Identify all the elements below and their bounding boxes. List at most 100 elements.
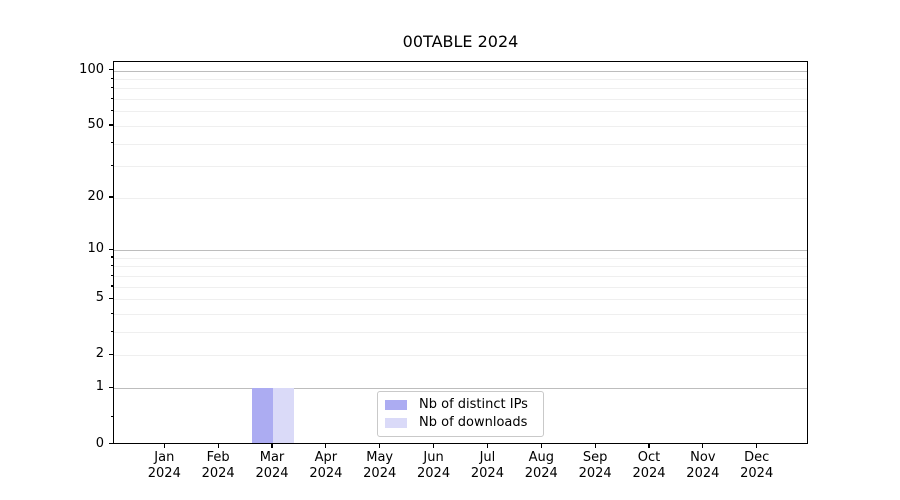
bar-mar-distinct-ips (251, 388, 273, 444)
y-minor-tick-mark (110, 330, 113, 332)
y-minor-tick-mark (110, 77, 113, 79)
y-tick-label: 10 (87, 241, 104, 257)
y-minor-tick-mark (110, 97, 113, 99)
y-minor-tick-mark (110, 274, 113, 276)
y-minor-tick-mark (110, 256, 113, 258)
x-tick-year: 2024 (632, 466, 666, 481)
x-tick-year: 2024 (524, 466, 558, 481)
legend-label: Nb of downloads (419, 415, 528, 430)
y-gridline-minor (114, 143, 807, 145)
x-tick-label-oct: Oct 2024 (618, 450, 680, 482)
x-tick-year: 2024 (578, 466, 612, 481)
x-tick-month: Jun (423, 450, 444, 465)
y-tick-label: 1 (95, 379, 104, 395)
x-tick-label-sep: Sep 2024 (564, 450, 626, 482)
x-tick-label-aug: Aug 2024 (510, 450, 572, 482)
chart-title: 00TABLE 2024 (402, 32, 519, 51)
y-gridline-minor (114, 266, 807, 268)
x-tick-label-jan: Jan 2024 (133, 450, 195, 482)
y-minor-tick-mark (110, 124, 113, 126)
x-tick-year: 2024 (740, 466, 774, 481)
y-tick-label: 0 (95, 435, 104, 451)
legend: Nb of distinct IPs Nb of downloads (377, 391, 544, 437)
y-minor-tick-mark (110, 196, 113, 198)
y-gridline-minor (114, 355, 807, 357)
x-tick-month: Aug (528, 450, 554, 465)
y-gridline-minor (114, 99, 807, 101)
bar-mar-downloads (273, 388, 295, 444)
x-tick-year: 2024 (363, 466, 397, 481)
legend-label: Nb of distinct IPs (419, 397, 528, 412)
y-gridline-minor (114, 299, 807, 301)
x-tick-month: May (366, 450, 394, 465)
y-minor-tick-mark (110, 164, 113, 166)
distinct-ips-swatch-icon (385, 400, 407, 410)
y-gridline-minor (114, 286, 807, 288)
y-gridline-minor (114, 79, 807, 81)
x-tick-mark (540, 443, 542, 448)
y-minor-tick-mark (110, 142, 113, 144)
legend-item-downloads: Nb of downloads (385, 415, 536, 431)
x-tick-label-mar: Mar 2024 (241, 450, 303, 482)
x-tick-year: 2024 (417, 466, 451, 481)
x-tick-mark (163, 443, 165, 448)
y-minor-tick-mark (110, 415, 113, 417)
x-tick-label-may: May 2024 (349, 450, 411, 482)
y-gridline-minor (114, 88, 807, 90)
x-tick-mark (486, 443, 488, 448)
downloads-swatch-icon (385, 418, 407, 428)
y-gridline-minor (114, 314, 807, 316)
x-tick-label-jun: Jun 2024 (403, 450, 465, 482)
x-tick-month: Oct (637, 450, 661, 465)
y-tick-label: 5 (95, 290, 104, 306)
y-minor-tick-mark (110, 285, 113, 287)
y-gridline-major (114, 250, 807, 252)
x-tick-month: Mar (259, 450, 285, 465)
x-tick-month: Sep (582, 450, 608, 465)
y-gridline-minor (114, 125, 807, 127)
y-minor-tick-mark (110, 297, 113, 300)
x-tick-label-jul: Jul 2024 (456, 450, 518, 482)
x-tick-mark (217, 443, 219, 448)
y-gridline-minor (114, 257, 807, 259)
x-tick-year: 2024 (309, 466, 343, 481)
y-gridline-minor (114, 166, 807, 168)
y-tick-label: 50 (87, 116, 104, 132)
x-tick-month: Apr (314, 450, 338, 465)
y-minor-tick-mark (110, 264, 113, 267)
y-gridline-minor (114, 332, 807, 334)
y-gridline-major (114, 388, 807, 390)
x-tick-month: Nov (690, 450, 716, 465)
x-tick-mark (432, 443, 435, 448)
y-gridline-major (114, 70, 807, 72)
x-tick-mark (271, 443, 273, 448)
x-tick-year: 2024 (686, 466, 720, 481)
x-tick-year: 2024 (470, 466, 504, 481)
x-tick-year: 2024 (147, 466, 181, 481)
y-tick-mark (109, 69, 113, 71)
x-tick-year: 2024 (255, 466, 289, 481)
y-minor-tick-mark (110, 86, 113, 89)
x-tick-month: Jan (154, 450, 175, 465)
x-tick-label-apr: Apr 2024 (295, 450, 357, 482)
y-gridline-minor (114, 276, 807, 278)
x-tick-mark (379, 443, 381, 448)
y-tick-label: 20 (87, 188, 104, 204)
x-tick-year: 2024 (201, 466, 235, 481)
y-tick-label: 100 (79, 61, 104, 77)
x-tick-mark (648, 443, 650, 448)
x-tick-label-nov: Nov 2024 (672, 450, 734, 482)
x-tick-mark (756, 443, 758, 448)
x-tick-label-feb: Feb 2024 (187, 450, 249, 482)
plot-area (113, 60, 808, 444)
y-tick-label: 2 (95, 346, 104, 362)
x-tick-mark (594, 443, 596, 448)
x-tick-month: Dec (744, 450, 770, 465)
x-tick-label-dec: Dec 2024 (726, 450, 788, 482)
x-tick-month: Jul (479, 450, 496, 465)
x-tick-month: Feb (206, 450, 230, 465)
x-tick-mark (325, 443, 327, 448)
y-minor-tick-mark (110, 109, 113, 112)
y-minor-tick-mark (110, 353, 113, 356)
